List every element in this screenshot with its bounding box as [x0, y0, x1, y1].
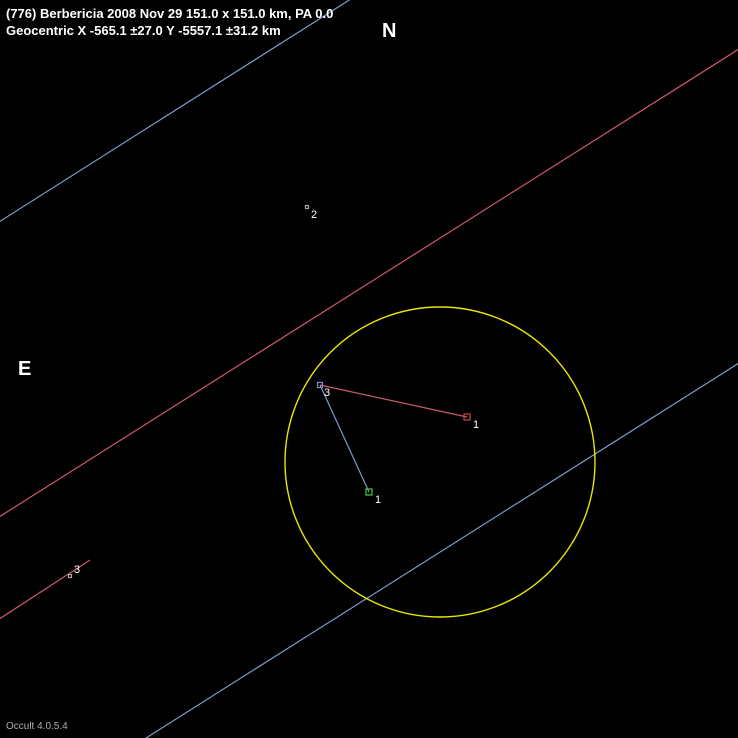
north-label: N: [382, 20, 396, 43]
marker-label: 1: [473, 419, 479, 431]
observation-marker: [306, 206, 309, 209]
title-line-2: Geocentric X -565.1 ±27.0 Y -5557.1 ±31.…: [6, 23, 281, 38]
marker-label: 3: [74, 564, 80, 576]
chord-line: [320, 385, 467, 417]
title-line-1: (776) Berbericia 2008 Nov 29 151.0 x 151…: [6, 6, 333, 21]
chord-line: [0, 332, 738, 738]
occultation-plot: (776) Berbericia 2008 Nov 29 151.0 x 151…: [0, 0, 738, 738]
observation-marker: [69, 575, 72, 578]
version-label: Occult 4.0.5.4: [6, 721, 68, 732]
chord-line: [0, 18, 738, 548]
marker-label: 1: [375, 494, 381, 506]
chord-line: [320, 385, 369, 492]
plot-svg: [0, 0, 738, 738]
east-label: E: [18, 358, 31, 381]
asteroid-limb-circle: [285, 307, 595, 617]
marker-label: 2: [311, 209, 317, 221]
marker-label: 3: [324, 387, 330, 399]
